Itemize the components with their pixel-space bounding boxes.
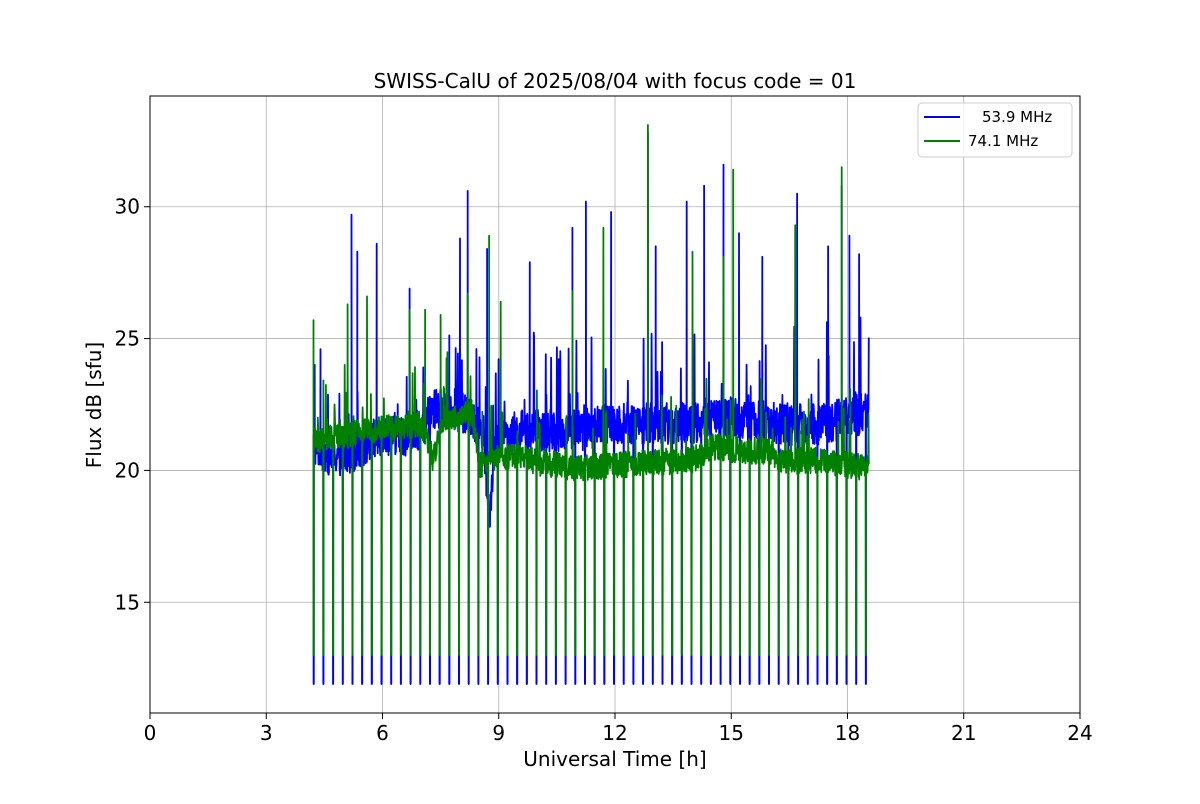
y-tick-label: 25 bbox=[115, 327, 140, 351]
chart-title: SWISS-CalU of 2025/08/04 with focus code… bbox=[374, 69, 857, 93]
x-tick-label: 15 bbox=[719, 721, 744, 745]
legend-label-53-9-mhz: 53.9 MHz bbox=[982, 108, 1052, 126]
plot-series bbox=[312, 124, 870, 685]
legend-label-74-1-mhz: 74.1 MHz bbox=[968, 132, 1038, 150]
series-line-74-1-mhz bbox=[312, 124, 870, 656]
series-line-53-9-mhz bbox=[312, 132, 870, 685]
x-tick-label: 21 bbox=[951, 721, 976, 745]
axes: 0 3 6 9 12 15 18 21 24 15 20 25 30 bbox=[115, 195, 1093, 745]
x-tick-label: 9 bbox=[492, 721, 505, 745]
x-tick-label: 3 bbox=[260, 721, 273, 745]
legend: 53.9 MHz 74.1 MHz bbox=[917, 102, 1073, 158]
x-tick-label: 24 bbox=[1067, 721, 1092, 745]
x-tick-label: 6 bbox=[376, 721, 389, 745]
y-axis-label: Flux dB [sfu] bbox=[82, 342, 106, 468]
x-axis-label: Universal Time [h] bbox=[523, 747, 706, 771]
y-tick-label: 30 bbox=[115, 195, 140, 219]
x-tick-label: 0 bbox=[144, 721, 157, 745]
y-tick-label: 15 bbox=[115, 590, 140, 614]
x-tick-label: 18 bbox=[835, 721, 860, 745]
y-tick-label: 20 bbox=[115, 458, 140, 482]
x-tick-label: 12 bbox=[602, 721, 627, 745]
